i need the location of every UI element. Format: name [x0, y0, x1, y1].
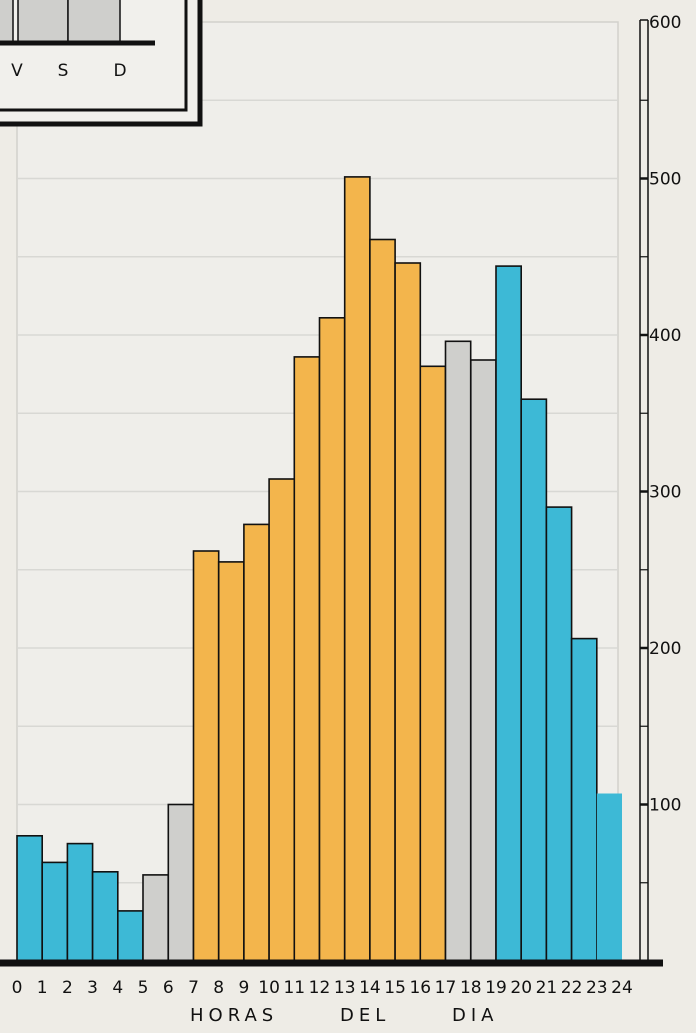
x-tick-label-16: 16 [409, 978, 431, 998]
x-tick-label-5: 5 [138, 978, 149, 998]
y-tick-label-400: 400 [649, 326, 681, 346]
inset-label-s: S [58, 61, 69, 81]
x-tick-label-18: 18 [460, 978, 482, 998]
x-tick-label-13: 13 [334, 978, 356, 998]
bar-hour-17-18 [444, 340, 472, 962]
x-tick-label-3: 3 [87, 978, 98, 998]
bar-hour-12-13 [318, 316, 346, 962]
bar-hour-6-7 [167, 803, 195, 962]
x-axis-ticks: 0 1 2 3 4 5 6 7 8 9 10 11 12 13 14 15 16 17 18 19 20 21 22 23 24 [12, 978, 633, 998]
y-axis: 100 200 300 400 500 600 [639, 13, 681, 962]
x-title-word-1: HORAS [190, 1005, 279, 1026]
bars [16, 176, 622, 962]
bar-hour-16-17 [419, 365, 447, 962]
x-tick-label-15: 15 [384, 978, 406, 998]
bar-hour-10-11 [268, 478, 296, 962]
x-tick-label-20: 20 [510, 978, 532, 998]
x-tick-label-12: 12 [309, 978, 331, 998]
x-tick-label-6: 6 [163, 978, 174, 998]
x-tick-label-17: 17 [435, 978, 457, 998]
x-tick-label-0: 0 [12, 978, 23, 998]
x-tick-label-10: 10 [258, 978, 280, 998]
y-tick-label-500: 500 [649, 170, 681, 190]
x-title-word-2: DEL [340, 1005, 391, 1026]
x-tick-label-22: 22 [561, 978, 583, 998]
y-tick-label-200: 200 [649, 639, 681, 659]
bar-hour-3-4 [91, 870, 119, 962]
bar-hour-19-20 [495, 265, 523, 962]
x-tick-label-1: 1 [37, 978, 48, 998]
y-tick-label-600: 600 [649, 13, 681, 33]
x-tick-label-21: 21 [536, 978, 558, 998]
bar-hour-5-6 [142, 874, 170, 962]
x-tick-label-14: 14 [359, 978, 381, 998]
inset-label-v: V [11, 61, 23, 81]
inset-bar-d [67, 0, 121, 43]
x-tick-label-23: 23 [586, 978, 608, 998]
x-tick-label-7: 7 [188, 978, 199, 998]
y-tick-label-100: 100 [649, 796, 681, 816]
bar-hour-23-24 [596, 793, 622, 961]
x-axis-title: HORAS DEL DIA [0, 1005, 696, 1033]
bar-hour-14-15 [369, 238, 396, 962]
bar-hour-0-1 [16, 834, 44, 962]
inset-bar-v [0, 0, 14, 43]
bar-hour-22-23 [570, 637, 598, 962]
bar-hour-18-19 [469, 359, 497, 962]
bar-hour-9-10 [243, 523, 270, 962]
bar-hour-1-2 [41, 861, 69, 962]
x-tick-label-8: 8 [213, 978, 224, 998]
bar-hour-4-5 [117, 910, 144, 962]
bar-hour-21-22 [545, 506, 573, 962]
bar-hour-15-16 [394, 262, 422, 962]
bar-hour-20-21 [520, 398, 548, 962]
bar-hour-11-12 [293, 356, 321, 962]
bar-hour-13-14 [343, 176, 371, 962]
bar-hour-7-8 [192, 550, 220, 962]
x-tick-label-4: 4 [112, 978, 123, 998]
inset-label-d: D [113, 61, 126, 81]
x-tick-label-2: 2 [62, 978, 73, 998]
x-tick-label-9: 9 [238, 978, 249, 998]
bar-hour-8-9 [217, 561, 245, 962]
x-tick-label-24: 24 [611, 978, 633, 998]
bar-hour-2-3 [66, 842, 94, 962]
y-tick-label-300: 300 [649, 483, 681, 503]
x-title-word-3: DIA [452, 1005, 499, 1026]
x-tick-label-19: 19 [485, 978, 507, 998]
inset-bar-s [17, 0, 69, 43]
x-tick-label-11: 11 [283, 978, 305, 998]
